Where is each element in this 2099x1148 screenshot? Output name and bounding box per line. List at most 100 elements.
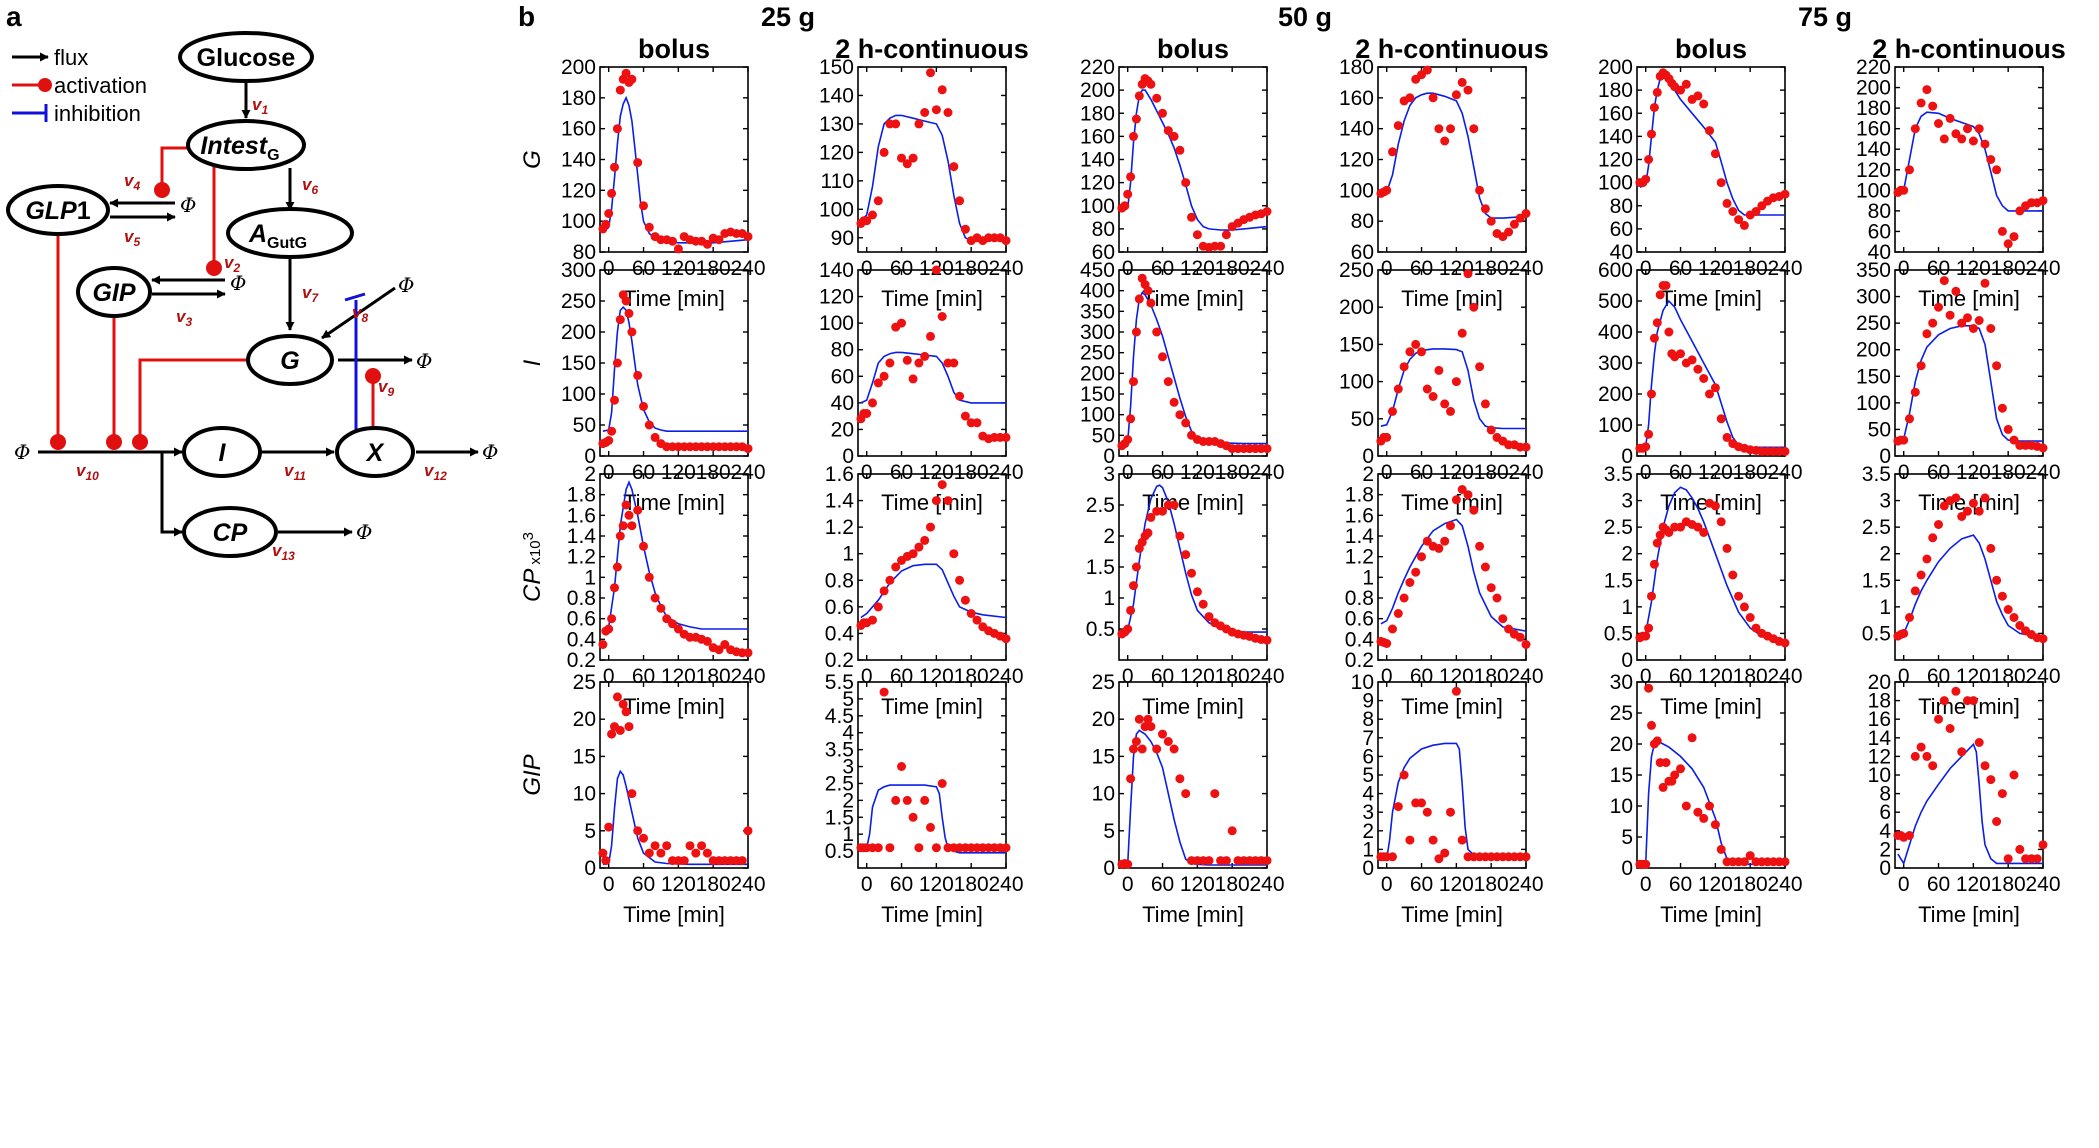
y-tick-label: 140 xyxy=(561,149,596,172)
data-point xyxy=(1169,131,1179,141)
y-tick-label: 150 xyxy=(561,352,596,375)
data-point xyxy=(2003,239,2013,249)
rate-label-v8: v8 xyxy=(352,303,368,325)
y-tick-label: 2 xyxy=(584,463,596,486)
data-point xyxy=(873,602,883,612)
y-tick-label: 0.4 xyxy=(825,622,855,645)
data-point xyxy=(879,687,889,697)
y-tick-label: 0.5 xyxy=(1086,618,1115,641)
x-tick-label: 240 xyxy=(2025,873,2060,896)
data-point xyxy=(1928,101,1938,111)
y-tick-label: 1 xyxy=(1103,587,1115,610)
data-point xyxy=(1001,236,1011,246)
data-point xyxy=(714,235,724,245)
y-tick-label: 8 xyxy=(1362,708,1374,731)
y-tick-label: 20 xyxy=(573,708,596,731)
y-tick-label: 2 xyxy=(1879,838,1891,861)
plot-frame xyxy=(857,66,1007,253)
plot-frame xyxy=(1118,681,1268,869)
data-point xyxy=(931,496,941,506)
y-tick-label: 3 xyxy=(842,756,854,779)
node-intestg-subscript: G xyxy=(267,147,279,164)
data-point xyxy=(1463,490,1473,500)
y-tick-label: 0.4 xyxy=(1345,628,1375,651)
data-point xyxy=(1129,131,1138,141)
x-tick-label: 120 xyxy=(1698,873,1733,896)
data-point xyxy=(1126,774,1136,784)
data-point xyxy=(1123,189,1133,199)
data-point xyxy=(1181,550,1191,560)
x-tick-label: 240 xyxy=(1767,461,1802,484)
phi-v10: Φ xyxy=(14,440,30,464)
phi-v8: Φ xyxy=(398,273,414,297)
data-point xyxy=(604,209,614,218)
y-tick-label: 0.4 xyxy=(567,628,597,651)
data-point xyxy=(1934,520,1943,529)
data-point xyxy=(1664,528,1674,537)
data-point xyxy=(668,619,677,629)
data-point xyxy=(1440,848,1450,858)
y-tick-label: 5 xyxy=(842,688,854,711)
y-tick-label: 200 xyxy=(1856,339,1891,362)
column-header-5: bolus xyxy=(1675,34,1747,64)
x-tick-label: 0 xyxy=(1640,873,1652,896)
x-tick-label: 120 xyxy=(1439,873,1474,896)
y-tick-label: 40 xyxy=(1868,241,1891,264)
x-axis-label: Time [min] xyxy=(623,286,725,311)
data-point xyxy=(1710,501,1720,511)
data-point xyxy=(1428,835,1438,845)
data-point xyxy=(610,583,619,593)
data-point xyxy=(1716,414,1726,424)
data-point xyxy=(1492,593,1502,603)
x-tick-label: 0 xyxy=(1898,461,1910,484)
data-point xyxy=(914,542,924,552)
x-tick-label: 120 xyxy=(661,461,696,484)
data-point xyxy=(1652,736,1662,746)
node-glucose: Glucose xyxy=(178,31,314,83)
data-point xyxy=(902,795,912,805)
activation-dot-v4-icon xyxy=(154,182,170,198)
y-tick-label: 0 xyxy=(1103,857,1115,880)
y-tick-label: 0 xyxy=(584,857,596,880)
data-point xyxy=(1963,506,1972,516)
y-tick-label: 1 xyxy=(584,566,596,589)
data-point xyxy=(2015,206,2025,216)
x-tick-label: 240 xyxy=(1249,257,1284,280)
data-point xyxy=(1434,543,1444,553)
data-point xyxy=(1722,198,1732,208)
x-tick-label: 180 xyxy=(1474,461,1509,484)
y-tick-label: 160 xyxy=(1598,102,1633,125)
x-tick-label: 180 xyxy=(696,873,731,896)
y-tick-label: 3.5 xyxy=(825,739,854,762)
data-point xyxy=(618,521,628,531)
data-point xyxy=(1968,324,1978,333)
data-point xyxy=(1928,318,1938,328)
y-tick-label: 300 xyxy=(1856,286,1891,309)
data-point xyxy=(1163,377,1173,387)
data-point xyxy=(897,318,906,328)
y-tick-label: 60 xyxy=(1351,241,1374,264)
data-point xyxy=(949,549,959,559)
y-tick-label: 120 xyxy=(1080,172,1115,195)
data-point xyxy=(621,296,631,306)
y-tick-label: 3.5 xyxy=(1604,463,1633,486)
data-point xyxy=(1451,686,1461,696)
x-tick-label: 180 xyxy=(696,461,731,484)
y-tick-label: 10 xyxy=(573,783,596,806)
data-point xyxy=(891,119,901,129)
data-point xyxy=(2038,634,2048,644)
y-tick-label: 0.2 xyxy=(567,649,596,672)
data-point xyxy=(1980,493,1990,503)
x-tick-label: 60 xyxy=(890,257,913,280)
y-tick-label: 1.2 xyxy=(567,546,596,569)
y-tick-label: 100 xyxy=(561,383,596,406)
svg-text:IntestG: IntestG xyxy=(200,132,279,164)
y-tick-label: 60 xyxy=(1092,241,1115,264)
data-point xyxy=(1422,384,1432,394)
data-point xyxy=(891,795,901,805)
model-line xyxy=(860,114,1007,242)
